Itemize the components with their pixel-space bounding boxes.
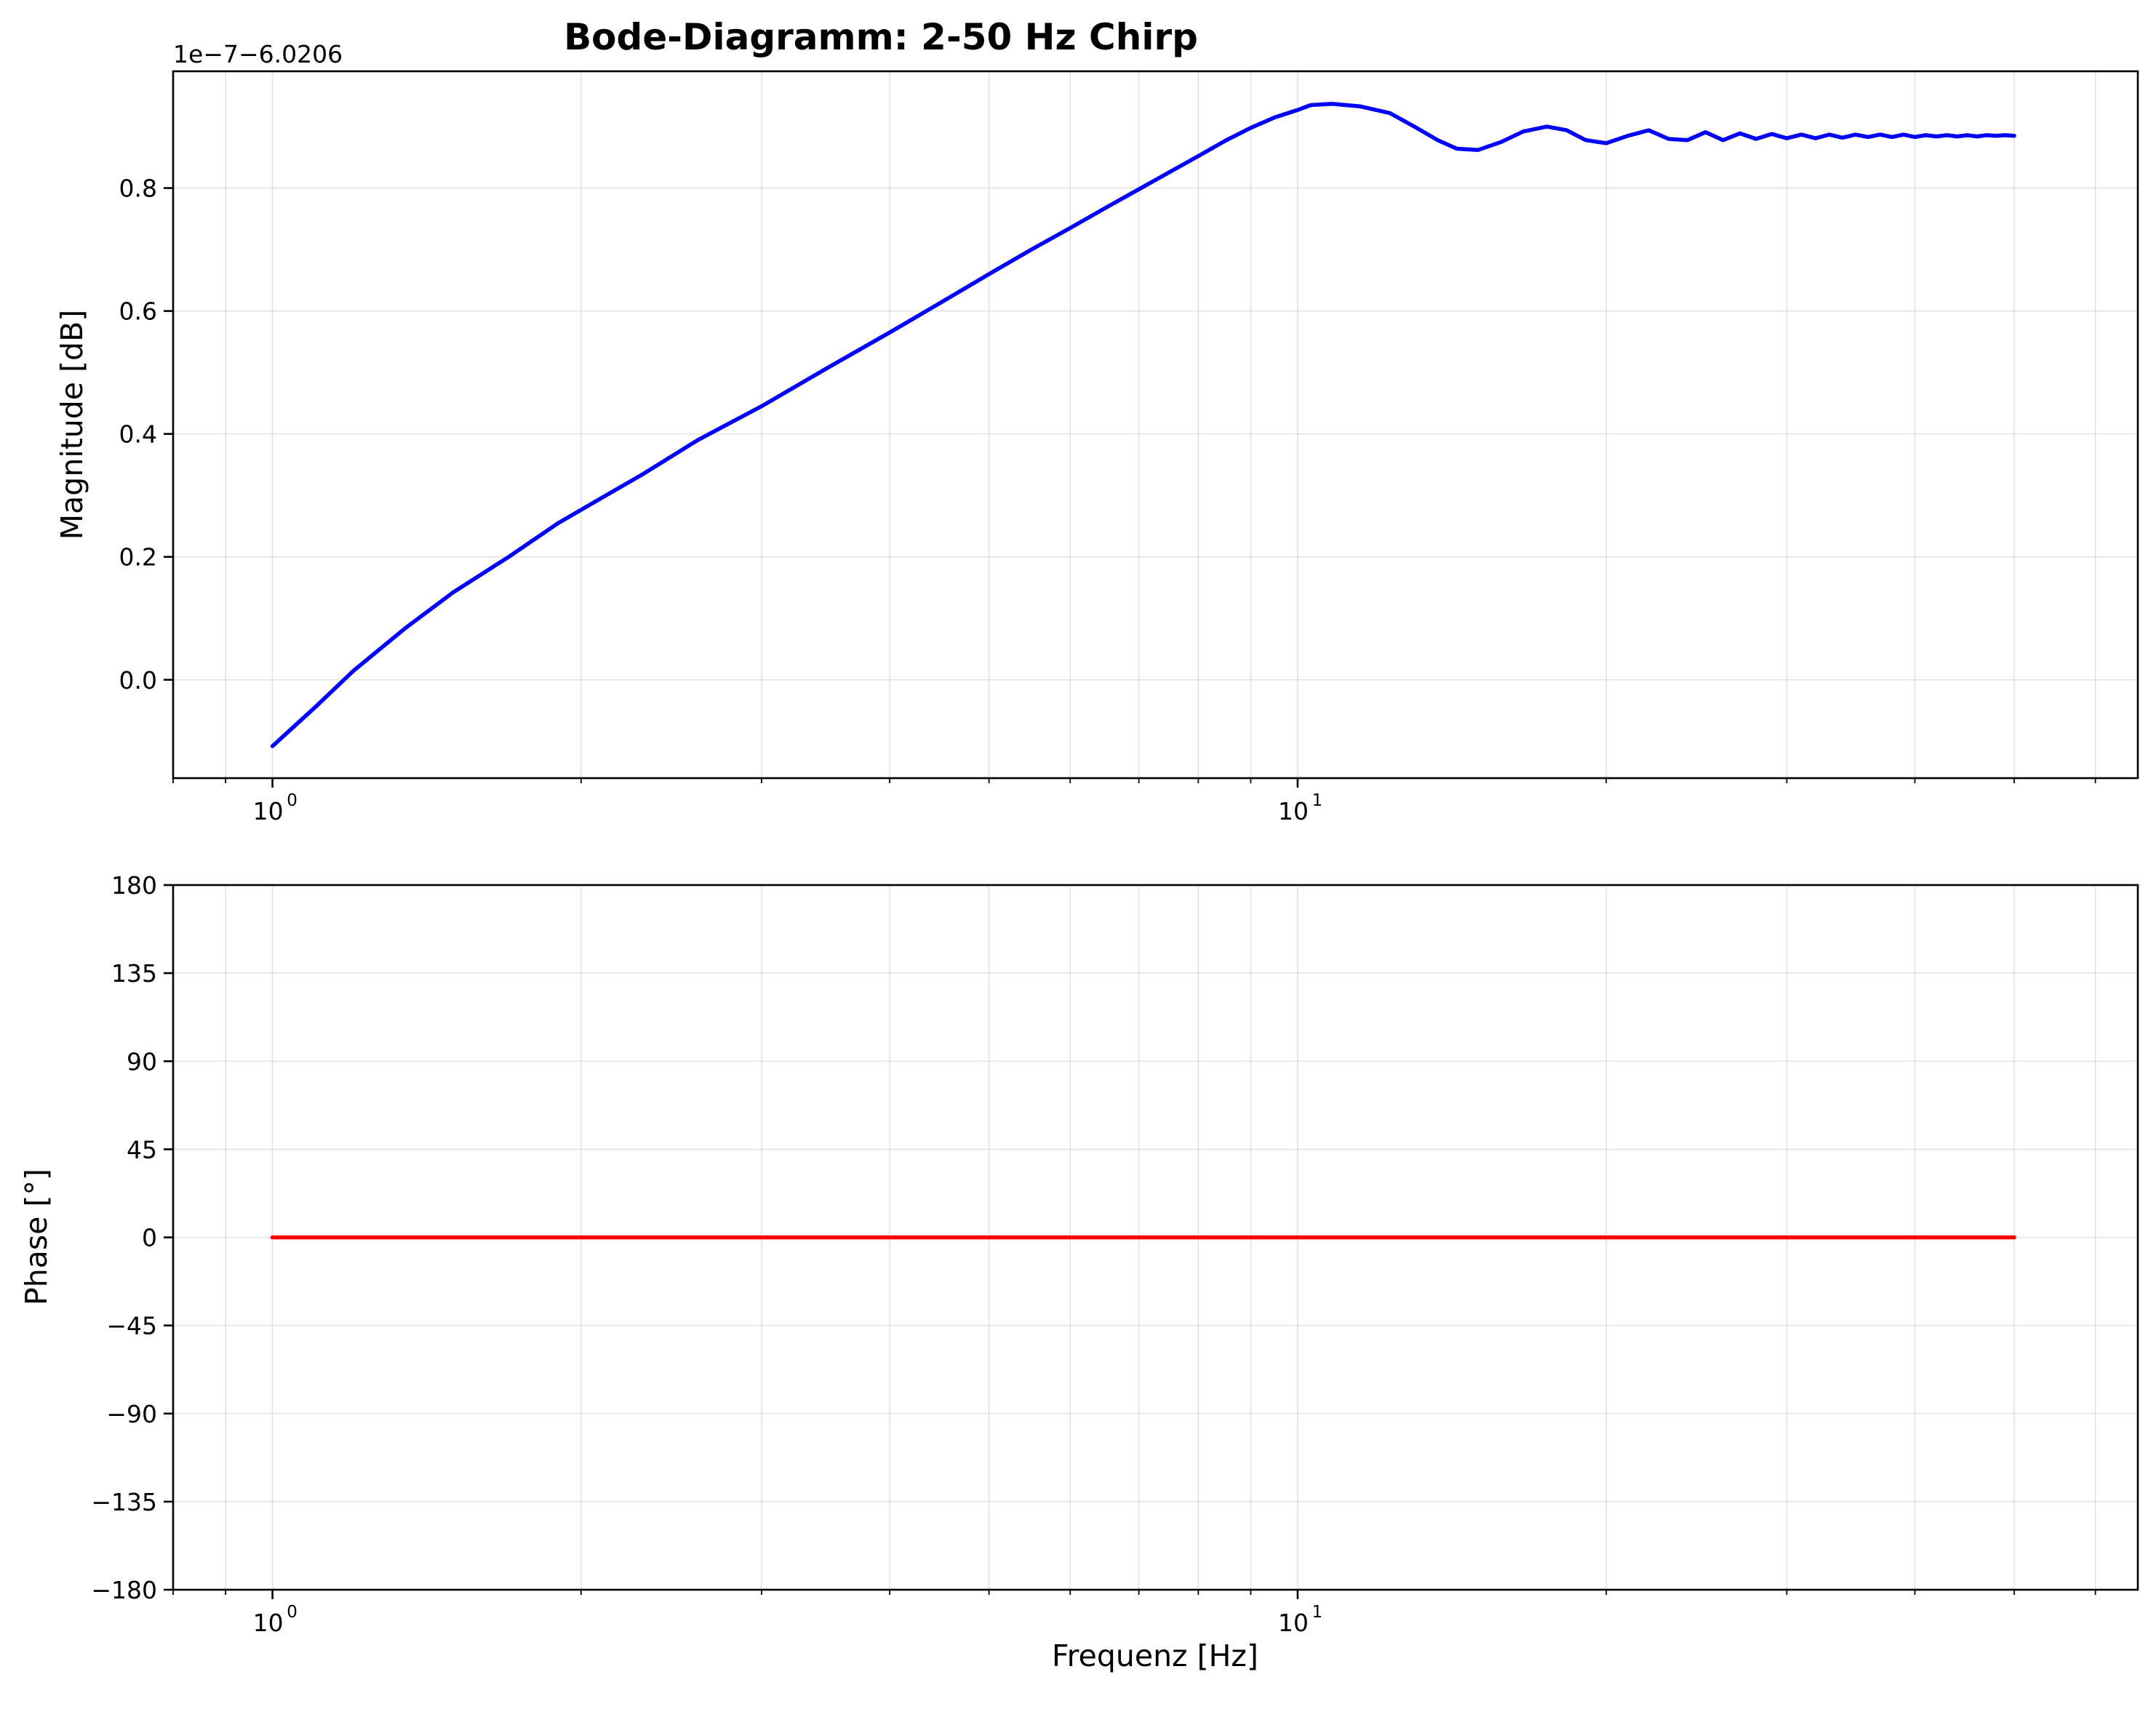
phase-x-tick-label: 10 [253,1609,284,1637]
magnitude-grid [172,71,2138,778]
magnitude-x-tick-label: 10 [1278,797,1309,825]
phase-y-tick-label: 0 [142,1224,157,1252]
phase-y-tick-label: −90 [106,1400,157,1428]
magnitude-x-tick-exponent: 1 [1312,791,1323,810]
magnitude-ticks: 10 0 10 10.00.20.40.60.8 [119,175,2096,825]
magnitude-panel: 10 0 10 10.00.20.40.60.8 1e−7−6.0206 Magnit… [55,40,2139,825]
phase-y-tick-label: −180 [91,1576,157,1604]
phase-y-axis-label: Phase [°] [19,1169,54,1305]
magnitude-series-line [270,102,2016,748]
magnitude-y-tick-label: 0.6 [119,297,157,326]
phase-y-tick-label: 135 [111,959,157,988]
magnitude-y-axis-label: Magnitude [dB] [55,310,89,540]
magnitude-x-tick-exponent: 0 [287,791,298,810]
phase-x-tick-exponent: 0 [287,1603,298,1622]
phase-y-tick-label: −135 [91,1488,157,1516]
magnitude-y-tick-label: 0.2 [119,543,157,572]
phase-x-tick-exponent: 1 [1312,1603,1323,1622]
phase-y-tick-label: 90 [127,1047,157,1076]
phase-y-tick-label: 45 [127,1135,157,1164]
phase-x-tick-label: 10 [1278,1609,1309,1637]
magnitude-axes-frame [172,70,2139,780]
phase-axes-frame [172,884,2139,1591]
magnitude-offset-text: 1e−7−6.0206 [173,40,343,68]
magnitude-y-tick-label: 0.0 [119,666,157,695]
magnitude-y-tick-label: 0.4 [119,420,157,449]
chart-title: Bode-Diagramm: 2-50 Hz Chirp [564,16,1198,58]
x-axis-label: Frequenz [Hz] [1052,1638,1258,1673]
magnitude-y-tick-label: 0.8 [119,175,157,203]
phase-y-tick-label: 180 [111,871,157,900]
phase-y-tick-label: −45 [106,1312,157,1340]
magnitude-x-tick-label: 10 [253,797,284,825]
